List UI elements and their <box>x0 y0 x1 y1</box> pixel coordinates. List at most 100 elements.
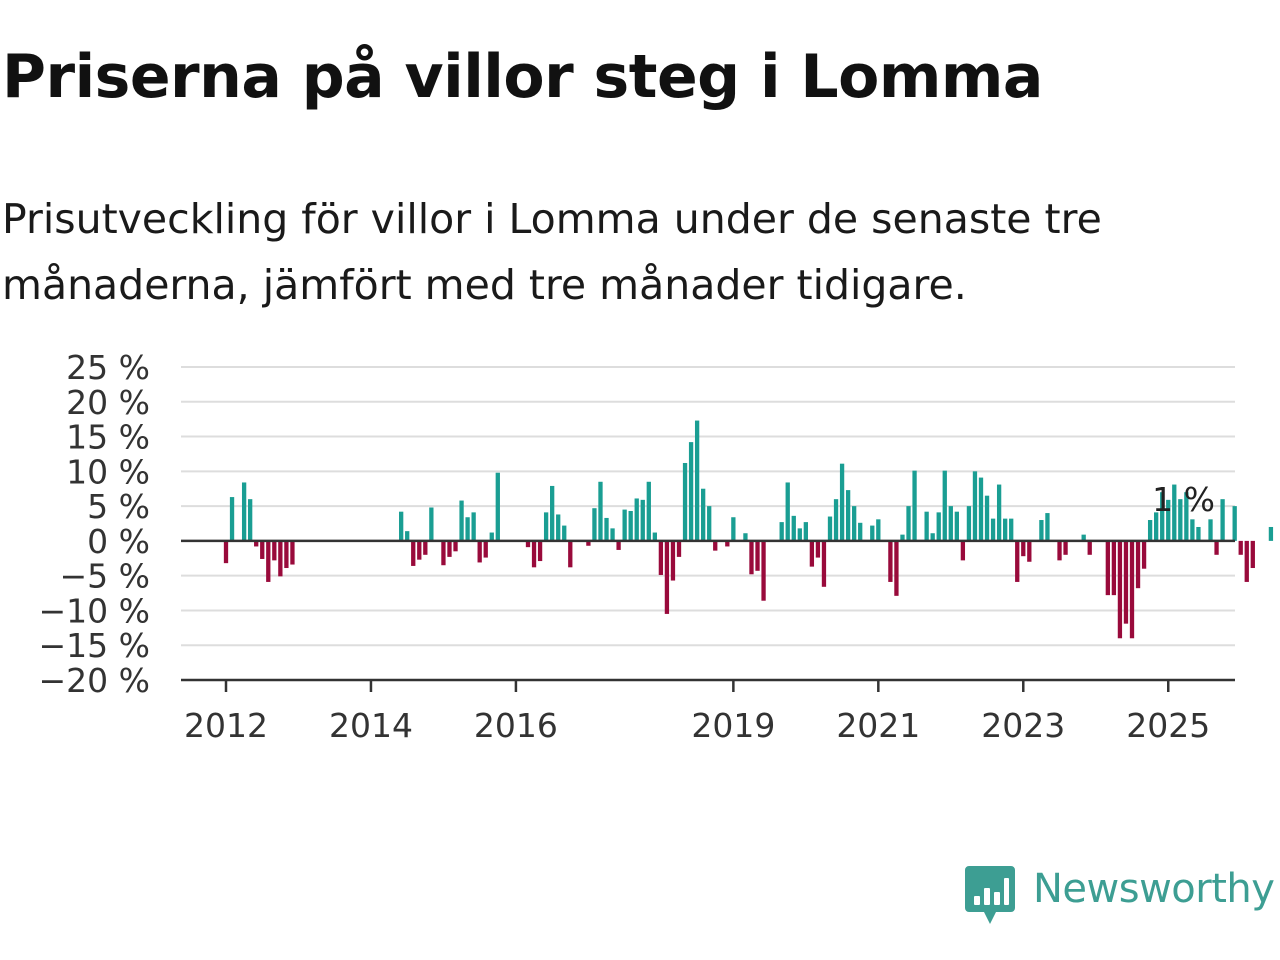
bar <box>984 495 990 541</box>
bar <box>1039 520 1044 541</box>
y-tick-label: −5 % <box>60 557 151 596</box>
bar <box>1135 540 1141 589</box>
bar <box>725 540 730 547</box>
y-tick-label: −10 % <box>39 591 151 630</box>
x-tick-label: 2019 <box>691 706 775 745</box>
bar <box>1045 513 1050 541</box>
bar <box>272 540 277 561</box>
last-value-label: 1 % <box>1152 480 1215 519</box>
bar <box>870 525 875 541</box>
bar <box>1190 519 1195 541</box>
bar <box>676 540 682 557</box>
bar <box>688 442 694 541</box>
x-axis-ticks: 2012 2014 2016 2019 2021 2023 2025 <box>184 680 1210 745</box>
bar <box>1160 492 1165 541</box>
bar <box>598 481 603 541</box>
bar <box>664 540 670 614</box>
brand-name: Newsworthy <box>1033 866 1275 912</box>
bar <box>1027 540 1032 562</box>
bar <box>266 540 271 582</box>
bar <box>223 540 229 564</box>
bar <box>694 420 700 541</box>
bar <box>592 508 597 541</box>
bar <box>399 511 404 541</box>
bar <box>248 499 253 541</box>
bar <box>1081 534 1086 541</box>
bar <box>876 519 881 541</box>
bar <box>465 517 470 541</box>
bar <box>254 540 259 547</box>
bar <box>1063 540 1068 555</box>
bar <box>1009 518 1014 541</box>
bar <box>531 540 537 568</box>
x-tick-label: 2021 <box>836 706 920 745</box>
bar <box>1021 540 1026 557</box>
bar <box>525 540 531 548</box>
bar <box>900 534 905 541</box>
bar <box>411 540 416 566</box>
bar <box>785 482 790 541</box>
bar <box>731 517 736 541</box>
bar <box>888 540 893 582</box>
bar <box>755 540 760 571</box>
bar <box>1220 499 1225 541</box>
bar <box>471 512 476 541</box>
bar <box>489 532 494 541</box>
bar <box>290 540 295 565</box>
bar <box>1250 540 1255 569</box>
y-tick-label: 20 % <box>66 383 150 422</box>
newsworthy-logo-icon <box>965 866 1015 924</box>
bar <box>707 506 712 541</box>
bar <box>447 540 452 557</box>
bar <box>1178 499 1183 541</box>
bar <box>1141 540 1147 569</box>
bar <box>809 540 815 567</box>
bar <box>284 540 289 569</box>
bar <box>1057 540 1062 561</box>
bar <box>610 528 615 541</box>
bar <box>990 518 996 541</box>
bar <box>1117 540 1123 639</box>
bar <box>966 506 972 541</box>
bar <box>562 525 567 541</box>
bar <box>682 462 688 541</box>
chart-title: Priserna på villor steg i Lomma <box>2 42 1043 112</box>
bar <box>634 498 639 541</box>
bar <box>1196 526 1201 541</box>
x-tick-label: 2025 <box>1126 706 1210 745</box>
bar <box>628 510 633 541</box>
bar <box>906 506 911 541</box>
bar <box>1105 540 1110 596</box>
bar <box>936 512 941 541</box>
bar <box>1111 540 1117 596</box>
bar <box>701 488 706 541</box>
bars <box>223 420 1274 639</box>
bar <box>429 507 434 541</box>
bar <box>1154 512 1159 541</box>
bar <box>1172 484 1177 541</box>
bar <box>954 511 959 541</box>
bar <box>761 540 766 601</box>
bar <box>845 490 851 541</box>
y-tick-label: 25 % <box>66 348 150 387</box>
bar <box>996 484 1002 541</box>
x-tick-label: 2016 <box>474 706 558 745</box>
bar <box>260 540 265 559</box>
bar <box>791 515 796 541</box>
bar <box>858 522 863 541</box>
bar <box>604 517 609 541</box>
bar <box>1147 520 1153 541</box>
bar <box>586 540 591 546</box>
bar <box>646 481 651 541</box>
x-tick-label: 2014 <box>329 706 413 745</box>
y-tick-label: 0 % <box>87 522 150 561</box>
bar <box>278 540 283 577</box>
newsworthy-brand: Newsworthy <box>965 866 1275 926</box>
bar <box>1268 526 1274 541</box>
bar <box>483 540 488 558</box>
chart-subtitle: Prisutveckling för villor i Lomma under … <box>2 195 1102 309</box>
bar <box>658 540 664 575</box>
bar <box>417 540 422 560</box>
bar <box>713 540 718 551</box>
